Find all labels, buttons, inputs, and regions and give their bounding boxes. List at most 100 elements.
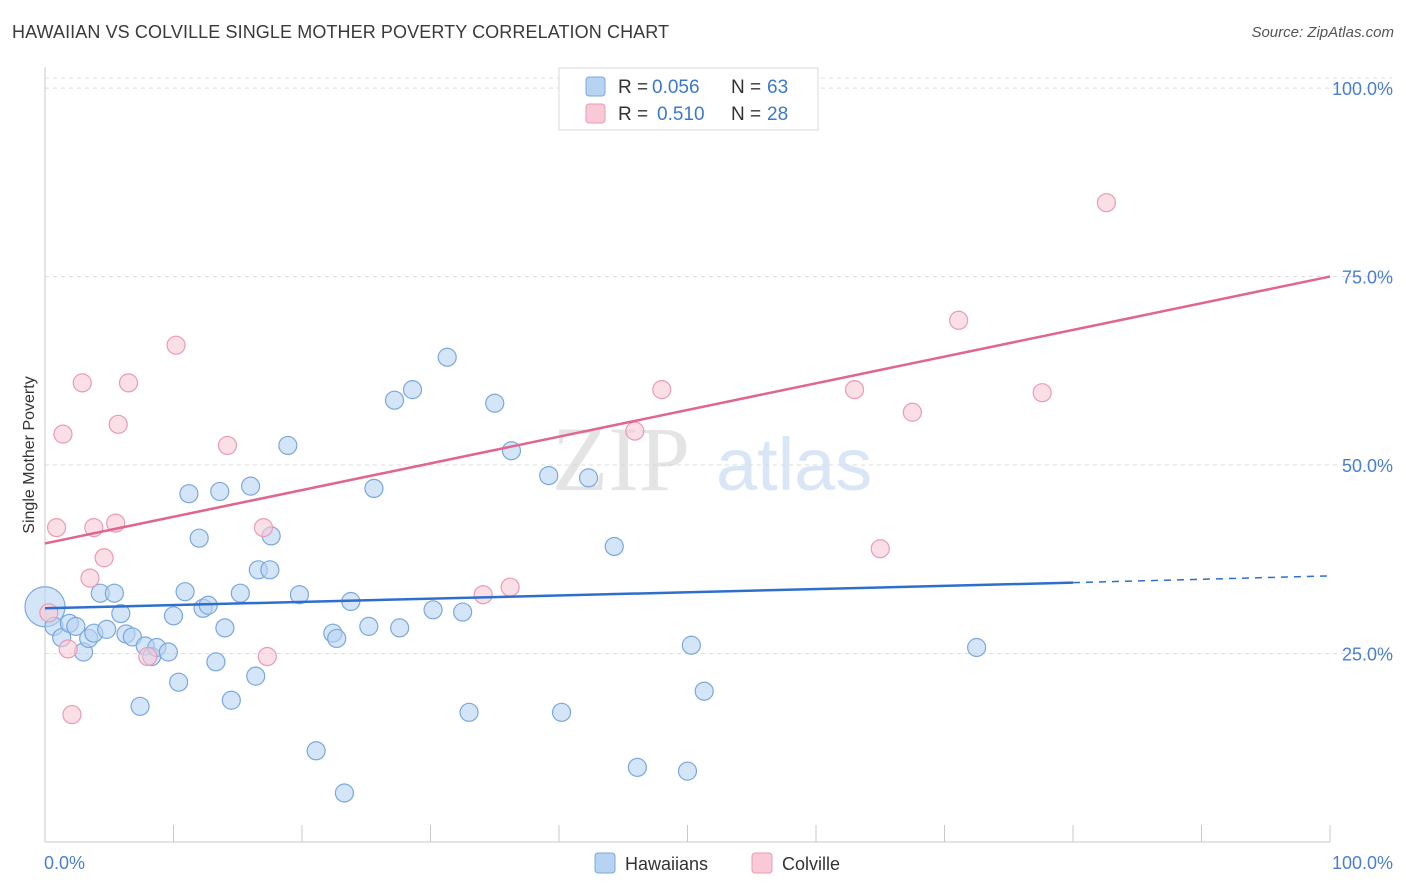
hawaiians-point-62 bbox=[967, 637, 987, 658]
hawaiians-point-26 bbox=[206, 652, 226, 672]
hawaiians-point-47 bbox=[402, 380, 423, 400]
colville-point-6 bbox=[80, 568, 100, 588]
hawaiians-point-31 bbox=[241, 476, 261, 496]
hawaiians-point-34 bbox=[260, 560, 280, 580]
hawaiians-point-58 bbox=[627, 757, 647, 777]
watermark: ZIP atlas bbox=[552, 408, 872, 510]
axes bbox=[44, 67, 1331, 843]
colville-point-20 bbox=[652, 380, 672, 400]
trend-line-hawaiians bbox=[44, 581, 1074, 610]
hawaiians-point-54 bbox=[539, 465, 559, 486]
legend-r-value-hawaiians: 0.056 bbox=[652, 77, 700, 98]
colville-point-10 bbox=[108, 414, 128, 434]
hawaiians-point-50 bbox=[453, 602, 473, 622]
hawaiians-point-44 bbox=[364, 478, 384, 499]
hawaiians-point-61 bbox=[694, 681, 714, 701]
hawaiians-point-30 bbox=[230, 583, 250, 603]
series-colville-points bbox=[39, 76, 1117, 725]
trend-lines bbox=[44, 275, 1331, 610]
bottom-legend-label-hawaiians: Hawaiians bbox=[625, 854, 708, 874]
hawaiians-point-32 bbox=[246, 666, 266, 686]
hawaiians-point-14 bbox=[130, 696, 150, 716]
tick-labels: 25.0% 50.0% 75.0% 100.0% 0.0% 100.0% bbox=[44, 79, 1393, 873]
legend-r-value-colville: 0.510 bbox=[657, 104, 705, 125]
y-tick-label-75: 75.0% bbox=[1342, 268, 1393, 288]
colville-point-18 bbox=[500, 577, 520, 597]
colville-point-2 bbox=[53, 424, 73, 444]
colville-point-16 bbox=[257, 646, 277, 667]
legend-n-label-colville: N = bbox=[731, 104, 761, 125]
hawaiians-point-41 bbox=[334, 783, 355, 803]
hawaiians-point-59 bbox=[677, 761, 698, 781]
colville-point-23 bbox=[902, 402, 922, 422]
colville-point-26 bbox=[1096, 193, 1117, 213]
hawaiians-point-46 bbox=[390, 618, 410, 638]
hawaiians-point-49 bbox=[437, 347, 457, 367]
colville-point-14 bbox=[217, 435, 238, 456]
legend-r-label-colville: R = bbox=[618, 104, 648, 125]
colville-point-13 bbox=[166, 335, 186, 355]
hawaiians-point-29 bbox=[221, 690, 241, 710]
colville-point-19 bbox=[625, 421, 645, 441]
hawaiians-point-60 bbox=[681, 635, 701, 655]
top-legend: R = 0.056 N = 63 R = 0.510 N = 28 bbox=[558, 67, 819, 131]
hawaiians-point-23 bbox=[189, 528, 209, 548]
legend-swatch-colville bbox=[585, 103, 606, 124]
hawaiians-point-51 bbox=[459, 702, 479, 722]
hawaiians-point-43 bbox=[359, 616, 379, 636]
y-axis-title: Single Mother Poverty bbox=[21, 376, 38, 533]
colville-point-17 bbox=[473, 585, 493, 605]
colville-point-11 bbox=[118, 373, 139, 393]
legend-n-value-hawaiians: 63 bbox=[767, 77, 788, 98]
hawaiians-point-27 bbox=[210, 481, 230, 502]
x-tick-label-100: 100.0% bbox=[1332, 853, 1393, 873]
hawaiians-point-52 bbox=[485, 393, 505, 413]
hawaiians-point-19 bbox=[163, 606, 184, 626]
trend-line-hawaiians-extension bbox=[1072, 575, 1331, 584]
hawaiians-point-38 bbox=[306, 741, 326, 761]
chart-title: HAWAIIAN VS COLVILLE SINGLE MOTHER POVER… bbox=[12, 22, 670, 42]
trend-line-colville bbox=[44, 275, 1331, 545]
bottom-legend-label-colville: Colville bbox=[782, 854, 840, 874]
hawaiians-point-20 bbox=[169, 672, 189, 692]
colville-point-8 bbox=[94, 548, 114, 568]
watermark-atlas: atlas bbox=[716, 423, 872, 506]
hawaiians-point-36 bbox=[278, 435, 298, 456]
colville-point-12 bbox=[138, 646, 158, 667]
hawaiians-point-40 bbox=[327, 628, 347, 649]
colville-point-4 bbox=[62, 704, 82, 725]
hawaiians-point-37 bbox=[289, 585, 310, 605]
hawaiians-point-45 bbox=[384, 390, 405, 410]
hawaiians-point-18 bbox=[158, 642, 178, 662]
bottom-legend-swatch-hawaiians bbox=[594, 852, 616, 874]
colville-point-0 bbox=[39, 603, 59, 623]
colville-point-21 bbox=[844, 380, 865, 400]
hawaiians-point-10 bbox=[104, 583, 124, 603]
bottom-legend-swatch-colville bbox=[751, 852, 773, 874]
hawaiians-point-48 bbox=[423, 600, 443, 620]
series-hawaiians-points bbox=[24, 347, 987, 803]
bottom-legend: Hawaiians Colville bbox=[594, 852, 840, 874]
colville-point-15 bbox=[253, 518, 274, 538]
y-tick-label-25: 25.0% bbox=[1342, 645, 1393, 665]
hawaiians-point-11 bbox=[111, 603, 131, 624]
colville-point-24 bbox=[949, 310, 969, 330]
colville-point-5 bbox=[72, 373, 92, 393]
hawaiians-point-57 bbox=[604, 536, 624, 557]
hawaiians-point-22 bbox=[179, 484, 199, 504]
x-tick-label-0: 0.0% bbox=[44, 853, 85, 873]
legend-n-value-colville: 28 bbox=[767, 104, 788, 125]
grid-lines bbox=[45, 77, 1392, 655]
legend-swatch-hawaiians bbox=[585, 76, 606, 97]
colville-point-25 bbox=[1032, 383, 1052, 403]
legend-r-label-hawaiians: R = bbox=[618, 77, 648, 98]
colville-point-1 bbox=[46, 518, 67, 538]
hawaiians-point-56 bbox=[578, 468, 599, 488]
hawaiians-point-21 bbox=[175, 582, 195, 602]
chart-source: Source: ZipAtlas.com bbox=[1251, 24, 1394, 41]
y-tick-label-100: 100.0% bbox=[1332, 79, 1393, 99]
legend-n-label-hawaiians: N = bbox=[731, 77, 761, 98]
hawaiians-point-28 bbox=[215, 618, 235, 638]
hawaiians-point-55 bbox=[551, 702, 572, 722]
